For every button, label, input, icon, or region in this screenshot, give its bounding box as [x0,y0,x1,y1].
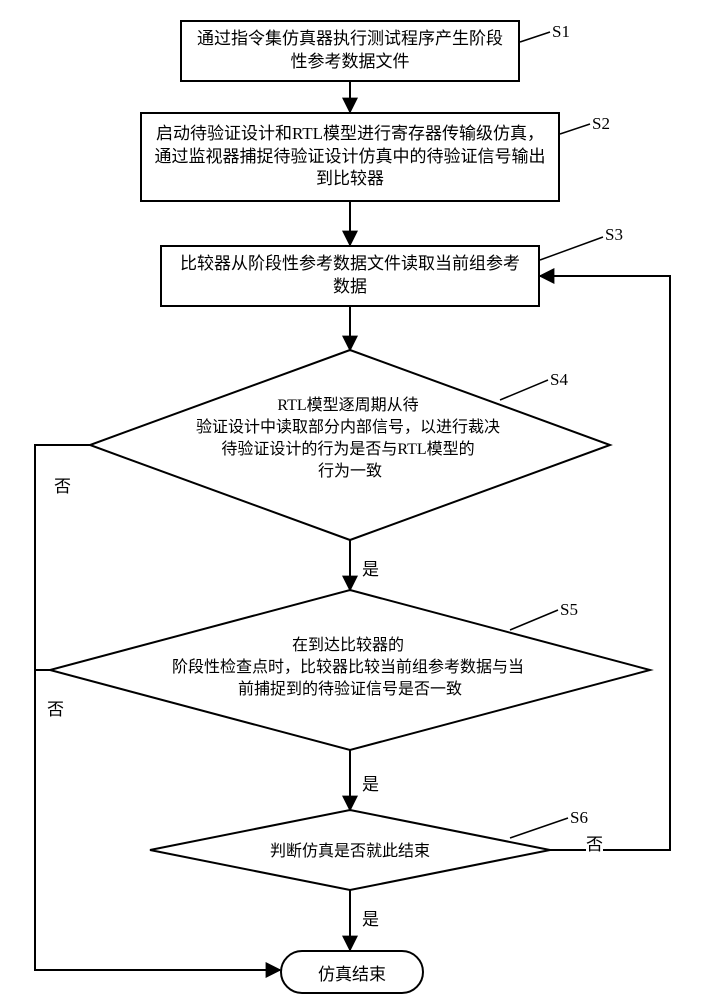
edge-label-s5-no: 否 [47,695,64,720]
leader-s2 [560,124,590,134]
terminator-end-text: 仿真结束 [318,960,386,985]
decision-s4-text: RTL模型逐周期从待 验证设计中读取部分内部信号，以进行裁决 待验证设计的行为是… [196,396,504,480]
process-s3: 比较器从阶段性参考数据文件读取当前组参考数据 [160,245,540,307]
leader-s6 [510,818,568,838]
leader-s3 [540,237,603,260]
leader-s5 [510,610,558,630]
decision-s5-text: 在到达比较器的 阶段性检查点时，比较器比较当前组参考数据与当 前捕捉到的待验证信… [172,636,528,698]
step-label-s6: S6 [570,808,588,828]
edge-s6-no [540,276,670,850]
step-label-s5: S5 [560,600,578,620]
leader-s1 [520,32,550,42]
process-s2-text: 启动待验证设计和RTL模型进行寄存器传输级仿真，通过监视器捕捉待验证设计仿真中的… [152,123,548,192]
terminator-end: 仿真结束 [280,950,424,994]
decision-s6-text: 判断仿真是否就此结束 [270,842,430,860]
process-s2: 启动待验证设计和RTL模型进行寄存器传输级仿真，通过监视器捕捉待验证设计仿真中的… [140,112,560,202]
process-s1: 通过指令集仿真器执行测试程序产生阶段性参考数据文件 [180,20,520,82]
step-label-s4: S4 [550,370,568,390]
step-label-s1: S1 [552,22,570,42]
decision-s6 [150,810,550,890]
edge-label-s4-yes: 是 [362,555,379,580]
decision-s4 [90,350,610,540]
edge-label-s5-yes: 是 [362,770,379,795]
process-s3-text: 比较器从阶段性参考数据文件读取当前组参考数据 [172,253,528,299]
edge-label-s6-yes: 是 [362,905,379,930]
process-s1-text: 通过指令集仿真器执行测试程序产生阶段性参考数据文件 [192,28,508,74]
edge-label-s6-no: 否 [586,830,603,855]
step-label-s2: S2 [592,114,610,134]
leader-s4 [500,380,548,400]
step-label-s3: S3 [605,225,623,245]
edge-s4-no [35,445,280,970]
edge-label-s4-no: 否 [54,472,71,497]
